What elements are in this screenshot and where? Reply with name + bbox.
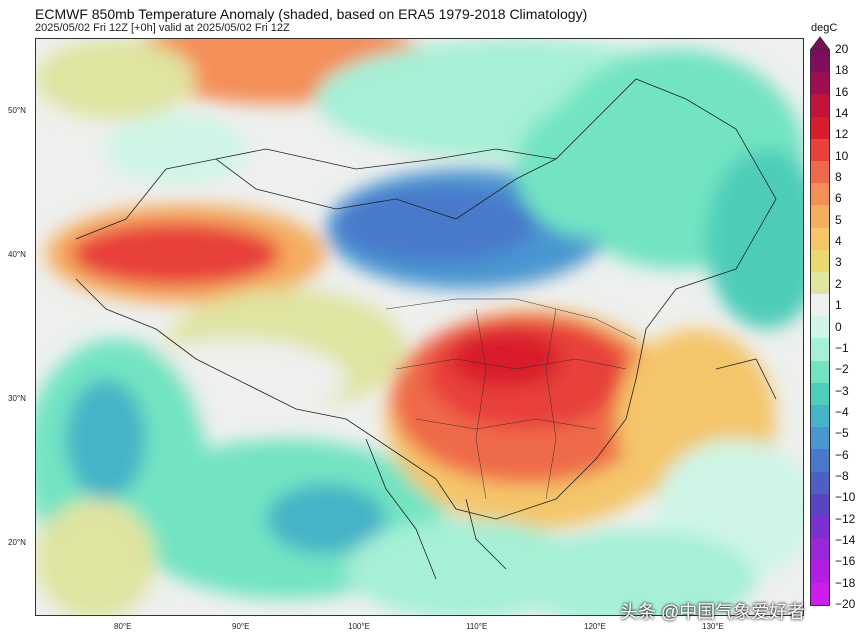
- map-subtitle: 2025/05/02 Fri 12Z [+0h] valid at 2025/0…: [35, 22, 290, 34]
- colorbar-tick-label: −10: [835, 490, 856, 505]
- colorbar-tick-label: 18: [835, 63, 849, 78]
- colorbar-tick-label: −16: [835, 554, 856, 569]
- colorbar-tick-label: −18: [835, 575, 856, 590]
- colorbar-segment: [811, 116, 829, 139]
- colorbar-tick-label: 20: [835, 42, 849, 56]
- colorbar-segment: [811, 338, 829, 361]
- colorbar-tick-label: −20: [835, 597, 856, 611]
- colorbar-segment: [811, 360, 829, 383]
- anomaly-field: [36, 39, 803, 615]
- lon-label-130e: 130°E: [702, 622, 724, 631]
- colorbar-segment: [811, 249, 829, 272]
- lon-label-120e: 120°E: [584, 622, 606, 631]
- colorbar-tick-label: 16: [835, 84, 849, 99]
- temperature-anomaly-map: [35, 38, 804, 616]
- colorbar-tick-label: −2: [835, 362, 849, 377]
- colorbar-tick-label: 12: [835, 127, 849, 142]
- country-borders: [75, 78, 777, 580]
- colorbar-segment: [811, 582, 829, 605]
- lat-label-50n: 50°N: [8, 106, 26, 115]
- lon-label-90e: 90°E: [232, 622, 250, 631]
- colorbar-segment: [811, 382, 829, 405]
- colorbar-segment: [811, 471, 829, 494]
- colorbar-segment: [811, 138, 829, 161]
- shaded-anomalies: [36, 39, 803, 615]
- colorbar-tick-label: −8: [835, 468, 849, 483]
- colorbar: [810, 49, 830, 606]
- watermark: 头条 @中国气象爱好者: [620, 602, 806, 622]
- colorbar-segment: [811, 493, 829, 516]
- lon-label-100e: 100°E: [348, 622, 370, 631]
- colorbar-segment: [811, 427, 829, 450]
- colorbar-segment: [811, 560, 829, 583]
- colorbar-tick-label: 14: [835, 106, 849, 121]
- colorbar-segment: [811, 205, 829, 228]
- lat-label-40n: 40°N: [8, 250, 26, 259]
- colorbar-segment: [811, 227, 829, 250]
- map-title: ECMWF 850mb Temperature Anomaly (shaded,…: [35, 6, 588, 22]
- colorbar-segment: [811, 94, 829, 117]
- colorbar-tick-label: −5: [835, 426, 849, 441]
- colorbar-tick-label: −12: [835, 511, 856, 526]
- colorbar-tick-label: 2: [835, 276, 842, 291]
- colorbar-segment: [811, 50, 829, 73]
- colorbar-segment: [811, 160, 829, 184]
- lon-label-80e: 80°E: [114, 622, 132, 631]
- colorbar-tick-label: 10: [835, 148, 849, 163]
- colorbar-segment: [811, 72, 829, 95]
- colorbar-tick-label: −4: [835, 404, 849, 419]
- colorbar-segment: [811, 183, 829, 206]
- colorbar-tick-label: 8: [835, 170, 842, 185]
- colorbar-tick-label: −14: [835, 532, 856, 547]
- colorbar-segment: [811, 271, 829, 295]
- colorbar-tick-label: 5: [835, 212, 842, 227]
- colorbar-segment: [811, 405, 829, 428]
- colorbar-segment: [811, 294, 829, 317]
- colorbar-tick-label: 1: [835, 298, 842, 313]
- colorbar-tick-label: −1: [835, 340, 849, 355]
- colorbar-max-arrow: [810, 36, 830, 50]
- colorbar-tick-label: 3: [835, 255, 842, 270]
- colorbar-tick-label: 4: [835, 234, 842, 249]
- colorbar-tick-label: 0: [835, 319, 842, 334]
- colorbar-unit: degC: [811, 22, 838, 34]
- colorbar-segment: [811, 515, 829, 539]
- province-borders: [385, 298, 637, 500]
- colorbar-tick-label: 6: [835, 191, 842, 206]
- lon-label-110e: 110°E: [466, 622, 488, 631]
- lat-label-30n: 30°N: [8, 394, 26, 403]
- colorbar-tick-label: −6: [835, 447, 849, 462]
- colorbar-segment: [811, 449, 829, 472]
- lat-label-20n: 20°N: [8, 538, 26, 547]
- colorbar-segment: [811, 316, 829, 339]
- colorbar-tick-label: −3: [835, 383, 849, 398]
- colorbar-segment: [811, 538, 829, 561]
